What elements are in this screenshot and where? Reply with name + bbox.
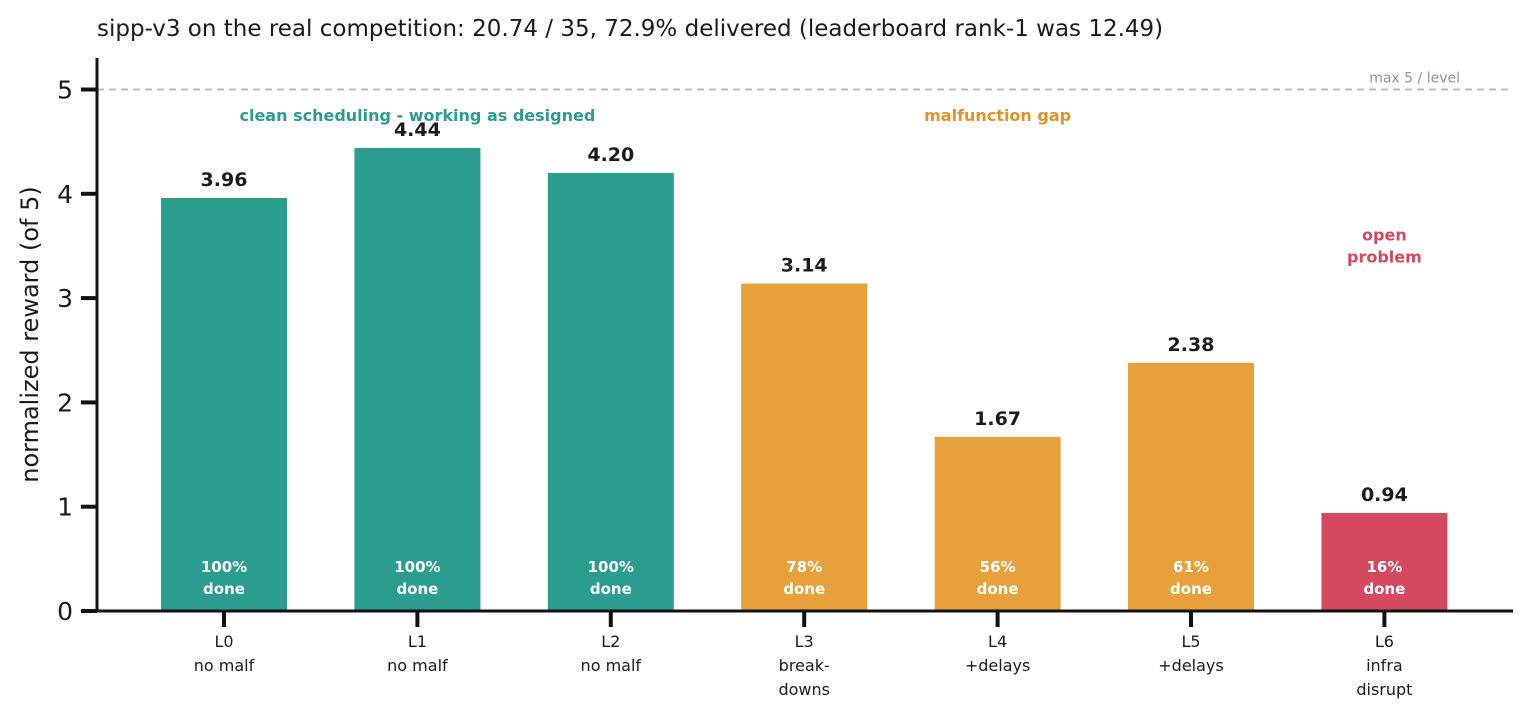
annotation-2-0: open (1362, 226, 1407, 245)
bar-3 (741, 283, 868, 611)
bar-6 (1321, 512, 1448, 611)
x-tick-label-4-1: +delays (965, 656, 1030, 675)
x-tick-label-6-2: disrupt (1356, 680, 1412, 699)
max-reference-label: max 5 / level (1369, 71, 1460, 87)
x-tick-label-3-2: downs (778, 680, 830, 699)
bar-value-label-5: 2.38 (1168, 334, 1215, 356)
bar-value-label-2: 4.20 (587, 144, 634, 166)
bar-done-label-6-0: 16% (1366, 558, 1402, 576)
x-tick-label-1-1: no malf (387, 656, 448, 675)
y-tick-label-3: 3 (57, 284, 73, 313)
bar-4 (934, 436, 1061, 611)
bar-done-label-6-1: done (1363, 580, 1405, 598)
bar-5 (1128, 362, 1254, 611)
x-tick-label-6-1: infra (1366, 656, 1403, 675)
bar-value-label-0: 3.96 (201, 169, 248, 191)
x-tick-label-5-0: L5 (1181, 632, 1200, 651)
x-tick-label-5-1: +delays (1158, 656, 1223, 675)
bar-0 (161, 197, 287, 612)
plot-area: max 5 / level 3.96 100% done 4.44 100% done 4.2… (16, 58, 1513, 699)
y-axis-label: normalized reward (of 5) (16, 186, 44, 483)
bar-value-label-4: 1.67 (974, 408, 1021, 430)
annotation-1-0: malfunction gap (924, 106, 1071, 125)
x-tick-label-2-0: L2 (601, 632, 620, 651)
x-tick-label-0-1: no malf (194, 656, 255, 675)
bar-done-label-2-1: done (590, 580, 632, 598)
bar-done-label-0-1: done (203, 580, 245, 598)
x-tick-label-6-0: L6 (1375, 632, 1394, 651)
bar-done-label-3-1: done (783, 580, 825, 598)
y-tick-label-0: 0 (57, 597, 73, 626)
bar-done-label-5-0: 61% (1173, 558, 1209, 576)
bar-done-label-5-1: done (1170, 580, 1212, 598)
bar-value-label-3: 3.14 (781, 254, 828, 276)
x-tick-label-0-0: L0 (214, 632, 233, 651)
bar-done-label-2-0: 100% (588, 558, 634, 576)
bar-done-label-4-1: done (977, 580, 1019, 598)
y-tick-label-4: 4 (57, 180, 73, 209)
annotation-2-1: problem (1347, 248, 1422, 267)
y-tick-label-1: 1 (57, 493, 73, 522)
bar-2 (547, 172, 674, 611)
y-tick-label-5: 5 (57, 76, 73, 105)
x-tick-label-2-1: no malf (581, 656, 642, 675)
bar-done-label-1-0: 100% (394, 558, 440, 576)
bar-value-label-1: 4.44 (394, 119, 441, 141)
bar-done-label-1-1: done (396, 580, 438, 598)
bar-done-label-0-0: 100% (201, 558, 247, 576)
x-tick-label-3-1: break- (779, 656, 830, 675)
bar-value-label-6: 0.94 (1361, 484, 1408, 506)
bar-1 (354, 147, 481, 611)
x-tick-label-4-0: L4 (988, 632, 1007, 651)
bar-done-label-4-0: 56% (980, 558, 1016, 576)
chart-title: sipp-v3 on the real competition: 20.74 /… (97, 16, 1163, 42)
x-tick-label-1-0: L1 (408, 632, 427, 651)
annotation-0-0: clean scheduling - working as designed (239, 106, 595, 125)
x-tick-label-3-0: L3 (795, 632, 814, 651)
bar-done-label-3-0: 78% (786, 558, 822, 576)
y-tick-label-2: 2 (57, 388, 73, 417)
